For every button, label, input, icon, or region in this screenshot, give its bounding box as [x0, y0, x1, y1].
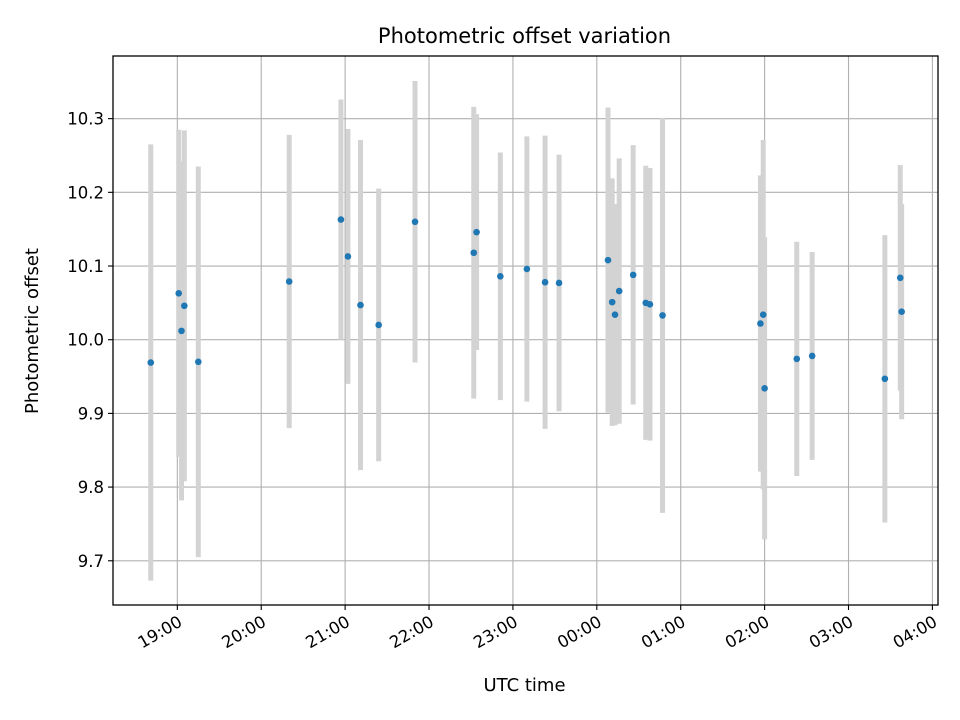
data-point	[285, 278, 293, 285]
data-point	[757, 320, 764, 327]
data-point	[470, 249, 478, 257]
y-tick-label: 10.2	[67, 183, 104, 202]
data-point	[181, 302, 188, 310]
data-point	[608, 298, 616, 306]
y-axis-label: Photometric offset	[22, 248, 43, 414]
chart-title: Photometric offset variation	[378, 24, 671, 48]
y-axis-ticks: 9.7 9.8 9.9 10.0 10.1 10.2 10.3	[67, 110, 113, 571]
data-point	[793, 355, 801, 363]
data-point	[646, 301, 654, 308]
y-tick-label: 9.9	[78, 404, 104, 423]
y-tick-label: 9.8	[78, 478, 104, 497]
data-point	[611, 311, 619, 318]
data-point	[357, 301, 364, 309]
data-point	[178, 327, 185, 335]
data-point	[541, 278, 549, 286]
data-point	[604, 256, 612, 264]
data-point	[555, 279, 563, 287]
y-tick-label: 10.0	[67, 331, 104, 350]
x-axis-label: UTC time	[483, 675, 565, 696]
data-points	[147, 216, 905, 392]
data-point	[898, 308, 905, 316]
data-point	[497, 273, 504, 280]
data-point	[473, 228, 480, 236]
data-point	[344, 253, 352, 260]
data-point	[375, 321, 382, 329]
data-point	[147, 359, 155, 366]
data-point	[411, 218, 419, 226]
data-point	[896, 274, 904, 282]
data-point	[615, 287, 623, 295]
data-point	[194, 358, 202, 366]
data-point	[759, 311, 767, 318]
plot-frame	[112, 55, 939, 606]
y-tick-label: 10.3	[67, 110, 104, 129]
data-point	[761, 385, 768, 392]
y-tick-label: 9.7	[78, 552, 104, 571]
data-point	[659, 312, 666, 319]
data-point	[808, 352, 816, 360]
data-point	[337, 216, 345, 223]
data-point	[175, 289, 183, 297]
data-point	[523, 265, 531, 273]
data-point	[881, 375, 889, 383]
data-point	[629, 271, 637, 279]
y-tick-label: 10.1	[67, 257, 104, 276]
